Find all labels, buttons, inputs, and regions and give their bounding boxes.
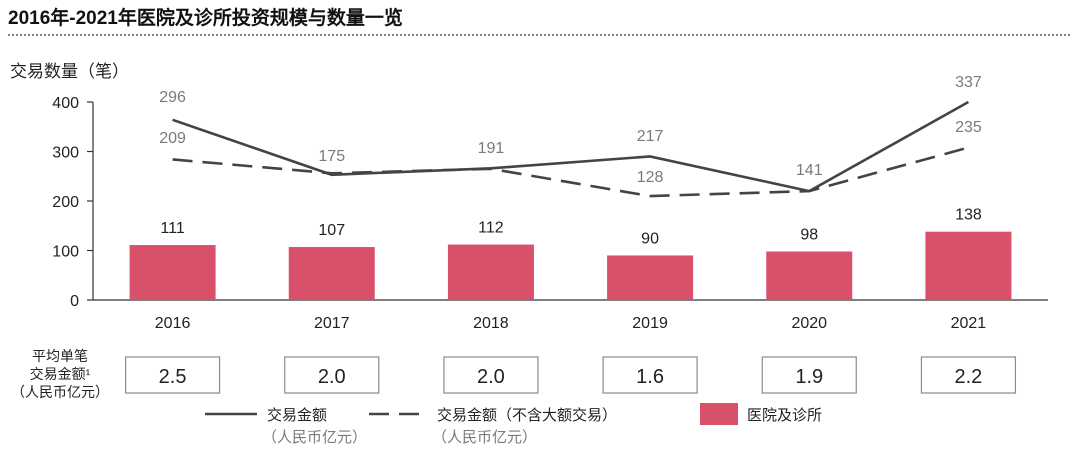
x-tick-label: 2019 [632,315,668,332]
y-tick-label: 400 [52,95,79,112]
avg-deal-box [920,356,1017,394]
bar [766,251,853,300]
dashed-value-label: 128 [637,169,664,186]
x-axis: 2016 2017 2018 2019 2020 2021 [93,299,1048,332]
legend-total-unit: （人民币亿元） [262,429,367,446]
legend-total-label: 交易金额 [267,406,327,424]
x-tick-label: 2016 [155,315,191,332]
avg-deal-value: 2.2 [955,366,983,388]
avg-deal-value: 2.0 [318,366,346,388]
legend-bar-swatch [700,403,738,425]
bar-value-label: 138 [955,207,982,224]
bar-series: 111 107 112 90 98 138 [129,207,1012,300]
bar [447,244,534,300]
bar-value-label: 90 [641,230,659,247]
x-tick-label: 2017 [314,315,350,332]
x-tick-label: 2018 [473,315,509,332]
x-tick-label: 2020 [791,315,827,332]
line-value-label: 217 [637,128,664,145]
legend-excl-label: 交易金额（不含大额交易） [437,406,617,424]
line-value-label: 175 [318,148,345,165]
avg-deal-label: （人民币亿元） [11,384,109,400]
y-tick-label: 0 [70,293,79,310]
avg-deal-label: 交易金额¹ [30,366,91,382]
avg-deal-value: 1.9 [795,366,823,388]
line-excl-large [172,146,969,198]
y-tick-label: 100 [52,244,79,261]
bar-value-label: 111 [160,220,184,237]
legend-bar-label: 医院及诊所 [747,406,822,424]
dashed-value-label: 209 [159,130,186,147]
x-tick-label: 2021 [951,315,987,332]
avg-deal-value: 2.5 [159,366,187,388]
avg-deal-label: 平均单笔 [32,348,88,364]
avg-deal-box [602,356,698,394]
avg-deal-box [284,356,380,394]
bar [607,255,694,300]
line-total [172,100,970,193]
line-value-label: 296 [159,89,186,106]
line-value-label: 141 [796,162,823,179]
dashed-value-label: 235 [955,119,982,136]
avg-deal-value: 1.6 [636,366,664,388]
legend-excl-unit: （人民币亿元） [432,429,537,446]
avg-deal-box [761,356,857,394]
bar [925,231,1012,300]
bar-value-label: 98 [800,226,818,243]
chart-title: 2016年-2021年医院及诊所投资规模与数量一览 [8,6,403,29]
avg-deal-value: 2.0 [477,366,505,388]
legend: 交易金额 （人民币亿元） 交易金额（不含大额交易） （人民币亿元） 医院及诊所 [205,403,822,446]
avg-deal-box [124,356,221,394]
y-tick-label: 200 [52,194,79,211]
line-series: 296 175 191 217 141 337 209 128 235 [159,74,982,198]
y-axis-label: 交易数量（笔） [10,62,129,81]
bar [129,245,216,300]
line-value-label: 337 [955,74,982,91]
bar [288,247,375,300]
bar-value-label: 112 [478,220,504,237]
y-tick-label: 300 [52,145,79,162]
line-value-label: 191 [478,140,505,157]
y-axis: 0 100 200 300 400 [52,95,94,310]
bar-value-label: 107 [318,222,345,239]
avg-deal-box [443,356,539,394]
